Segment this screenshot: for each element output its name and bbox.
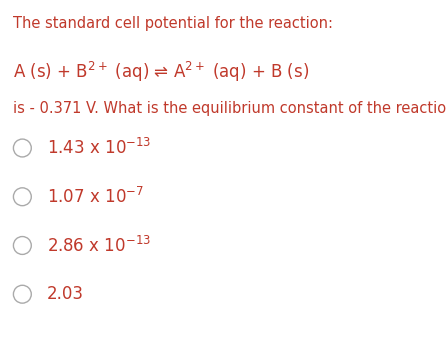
Text: is - 0.371 V. What is the equilibrium constant of the reaction?: is - 0.371 V. What is the equilibrium co… xyxy=(13,101,447,116)
Text: 1.07 x 10$^{-7}$: 1.07 x 10$^{-7}$ xyxy=(47,187,144,207)
Text: 2.03: 2.03 xyxy=(47,285,84,303)
Text: 2.86 x 10$^{-13}$: 2.86 x 10$^{-13}$ xyxy=(47,235,151,256)
Text: A (s) + B$^{2+}$ (aq) ⇌ A$^{2+}$ (aq) + B (s): A (s) + B$^{2+}$ (aq) ⇌ A$^{2+}$ (aq) + … xyxy=(13,60,310,84)
Text: The standard cell potential for the reaction:: The standard cell potential for the reac… xyxy=(13,16,333,31)
Text: 1.43 x 10$^{-13}$: 1.43 x 10$^{-13}$ xyxy=(47,138,152,158)
